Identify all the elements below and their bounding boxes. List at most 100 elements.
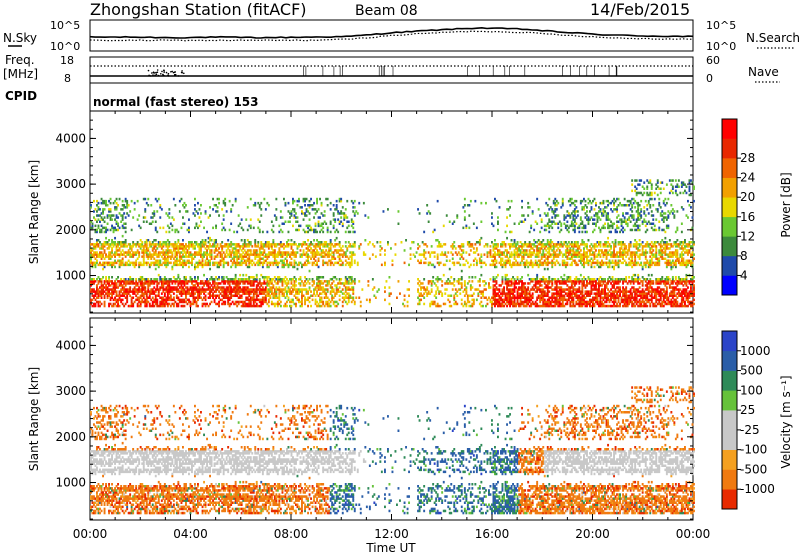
- power-cell: [242, 229, 244, 232]
- power-cell: [327, 204, 329, 207]
- power-cell: [521, 206, 523, 209]
- power-cell: [297, 216, 299, 219]
- power-cell: [117, 276, 119, 279]
- power-cell: [410, 247, 412, 250]
- power-cell: [548, 231, 550, 234]
- power-cell: [340, 198, 342, 201]
- power-cell: [226, 210, 228, 213]
- power-cell: [505, 243, 507, 246]
- power-cell: [327, 288, 329, 291]
- power-cell: [147, 198, 149, 201]
- power-cell: [538, 208, 540, 211]
- power-cell: [168, 216, 170, 219]
- noise-tick-right-bottom: 10^0: [706, 40, 736, 53]
- nave-dropout-point: [150, 75, 152, 77]
- power-cell: [485, 264, 487, 267]
- power-cell: [360, 301, 362, 304]
- power-cell: [342, 305, 344, 308]
- power-cell: [262, 231, 264, 234]
- station-title: Zhongshan Station (fitACF): [90, 0, 307, 19]
- power-cell: [212, 208, 214, 211]
- power-cell: [425, 262, 427, 265]
- power-cell: [360, 305, 362, 308]
- power-cell: [111, 276, 113, 279]
- power-cell: [568, 231, 570, 234]
- power-cell: [218, 214, 220, 217]
- power-cell: [407, 305, 409, 308]
- power-cell: [468, 280, 470, 283]
- power-cell: [313, 202, 315, 205]
- power-cell: [144, 286, 146, 289]
- power-cell: [354, 253, 356, 256]
- power-cell: [310, 290, 312, 293]
- power-cell: [490, 278, 492, 281]
- power-cell: [487, 303, 489, 306]
- power-cell: [259, 278, 261, 281]
- nave-dropout-point: [155, 72, 157, 74]
- power-cell: [446, 260, 448, 263]
- power-cell: [156, 210, 158, 213]
- power-cell: [384, 253, 386, 256]
- power-cell: [101, 303, 103, 306]
- power-cell: [297, 251, 299, 254]
- power-cell: [310, 305, 312, 308]
- power-cell: [211, 301, 213, 304]
- power-cell: [251, 245, 253, 248]
- power-cell: [496, 280, 498, 283]
- power-cell: [292, 299, 294, 302]
- power-cell: [294, 200, 296, 203]
- power-cell: [497, 229, 499, 232]
- power-cell: [496, 266, 498, 269]
- power-cell: [272, 225, 274, 228]
- power-cell: [378, 288, 380, 291]
- power-cell: [316, 198, 318, 201]
- power-cell: [441, 284, 443, 287]
- power-cell: [480, 301, 482, 304]
- power-cell: [104, 208, 106, 211]
- power-cell: [122, 299, 124, 302]
- power-cell: [114, 237, 116, 240]
- power-cell: [168, 227, 170, 230]
- power-cell: [250, 225, 252, 228]
- power-cell: [280, 301, 282, 304]
- power-cell: [342, 206, 344, 209]
- nsky-label: N.Sky: [3, 31, 37, 45]
- power-cell: [119, 198, 121, 201]
- power-cell: [480, 221, 482, 224]
- power-cell: [113, 214, 115, 217]
- power-cell: [285, 202, 287, 205]
- power-cell: [256, 274, 258, 277]
- power-cell: [354, 231, 356, 234]
- power-cell: [529, 206, 531, 209]
- noise-tick-left-top: 10^5: [50, 19, 80, 32]
- power-cell: [209, 214, 211, 217]
- power-cell: [509, 214, 511, 217]
- power-cell: [309, 278, 311, 281]
- nsearch-label: N.Search: [746, 31, 800, 45]
- power-cell: [212, 227, 214, 230]
- power-cell: [188, 227, 190, 230]
- power-cell: [132, 297, 134, 300]
- freq-tick-top: 18: [60, 54, 74, 67]
- power-cell: [218, 202, 220, 205]
- power-cell: [449, 301, 451, 304]
- nave-label: Nave: [748, 65, 779, 79]
- power-cell: [381, 264, 383, 267]
- power-cell: [560, 229, 562, 232]
- power-cell: [485, 202, 487, 205]
- power-cell: [309, 286, 311, 289]
- power-cell: [111, 218, 113, 221]
- power-cell: [194, 276, 196, 279]
- power-cell: [316, 231, 318, 234]
- power-cell: [218, 198, 220, 201]
- power-cell: [265, 208, 267, 211]
- power-cell: [346, 216, 348, 219]
- power-cell: [464, 210, 466, 213]
- power-cell: [244, 239, 246, 242]
- power-cell: [547, 212, 549, 215]
- power-cell: [527, 214, 529, 217]
- power-cell: [434, 255, 436, 258]
- power-cell: [440, 262, 442, 265]
- nave-dropout-point: [156, 74, 158, 76]
- power-cell: [266, 231, 268, 234]
